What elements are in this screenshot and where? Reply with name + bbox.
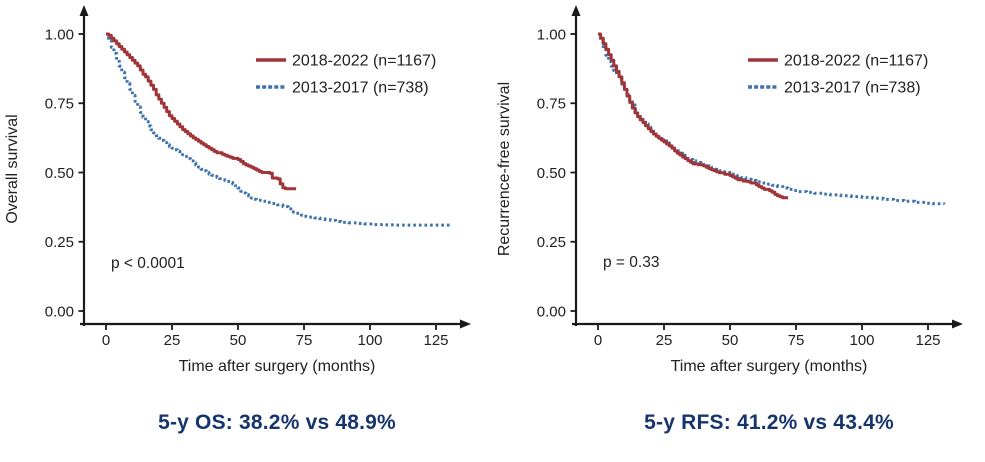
km-curve-2013-2017 [598,32,946,206]
rfs-chart-canvas: 0 25 50 75 100 125 1.00 0.75 0.50 0.25 0.00 2018-2… [496,5,963,375]
y-tick-label: 0.00 [45,303,74,320]
y-tick-label: 0.00 [537,303,566,320]
x-tick-label: 75 [296,332,313,349]
x-tick-label: 25 [164,332,181,349]
x-axis-title: Time after surgery (months) [179,358,376,375]
km-curve-2018-2022 [106,32,297,191]
x-tick-label: 0 [102,332,110,349]
rfs-summary-caption: 5-y RFS: 41.2% vs 43.4% [644,411,894,434]
axis-ticks: 0 25 50 75 100 125 1.00 0.75 0.50 0.25 0.00 [537,26,941,349]
km-curves [598,32,946,206]
axis-ticks: 0 25 50 75 100 125 1.00 0.75 0.50 0.25 0.00 [45,26,449,349]
x-axis-title: Time after surgery (months) [671,358,868,375]
y-axis-title: Overall survival [4,114,21,223]
legend: 2018-2022 (n=1167) 2013-2017 (n=738) [748,53,928,97]
panel-overall-survival: 0 25 50 75 100 125 1.00 0.75 0.50 0.25 0.00 2018-2… [0,0,492,462]
x-tick-label: 50 [230,332,247,349]
y-tick-label: 1.00 [45,26,74,43]
x-tick-label: 125 [915,332,940,349]
p-value-label: p = 0.33 [603,254,659,271]
y-axis-title: Recurrence-free survival [496,82,513,256]
y-tick-label: 0.50 [45,165,74,182]
km-curve-2018-2022 [598,32,789,200]
y-tick-label: 0.50 [537,165,566,182]
x-tick-label: 125 [423,332,448,349]
y-tick-label: 0.75 [45,96,74,113]
y-axis-arrow-icon [79,5,89,16]
legend-label-2018-2022: 2018-2022 (n=1167) [784,53,928,70]
x-tick-label: 0 [594,332,602,349]
panel-recurrence-free-survival: 0 25 50 75 100 125 1.00 0.75 0.50 0.25 0.00 2018-2… [492,0,984,462]
x-tick-label: 50 [722,332,739,349]
x-tick-label: 100 [357,332,382,349]
y-tick-label: 0.75 [537,96,566,113]
y-axis-arrow-icon [571,5,581,16]
legend-label-2013-2017: 2013-2017 (n=738) [784,80,921,97]
x-axis-arrow-icon [952,319,963,329]
y-tick-label: 1.00 [537,26,566,43]
os-summary-caption: 5-y OS: 38.2% vs 48.9% [158,411,396,434]
legend-label-2013-2017: 2013-2017 (n=738) [292,80,429,97]
legend-label-2018-2022: 2018-2022 (n=1167) [292,53,436,70]
y-tick-label: 0.25 [45,234,74,251]
x-tick-label: 75 [788,332,805,349]
os-chart-canvas: 0 25 50 75 100 125 1.00 0.75 0.50 0.25 0.00 2018-2… [4,5,471,375]
x-tick-label: 25 [656,332,673,349]
p-value-label: p < 0.0001 [111,255,185,272]
x-tick-label: 100 [849,332,874,349]
legend: 2018-2022 (n=1167) 2013-2017 (n=738) [256,53,436,97]
km-curves [106,32,452,227]
y-tick-label: 0.25 [537,234,566,251]
x-axis-arrow-icon [460,319,471,329]
